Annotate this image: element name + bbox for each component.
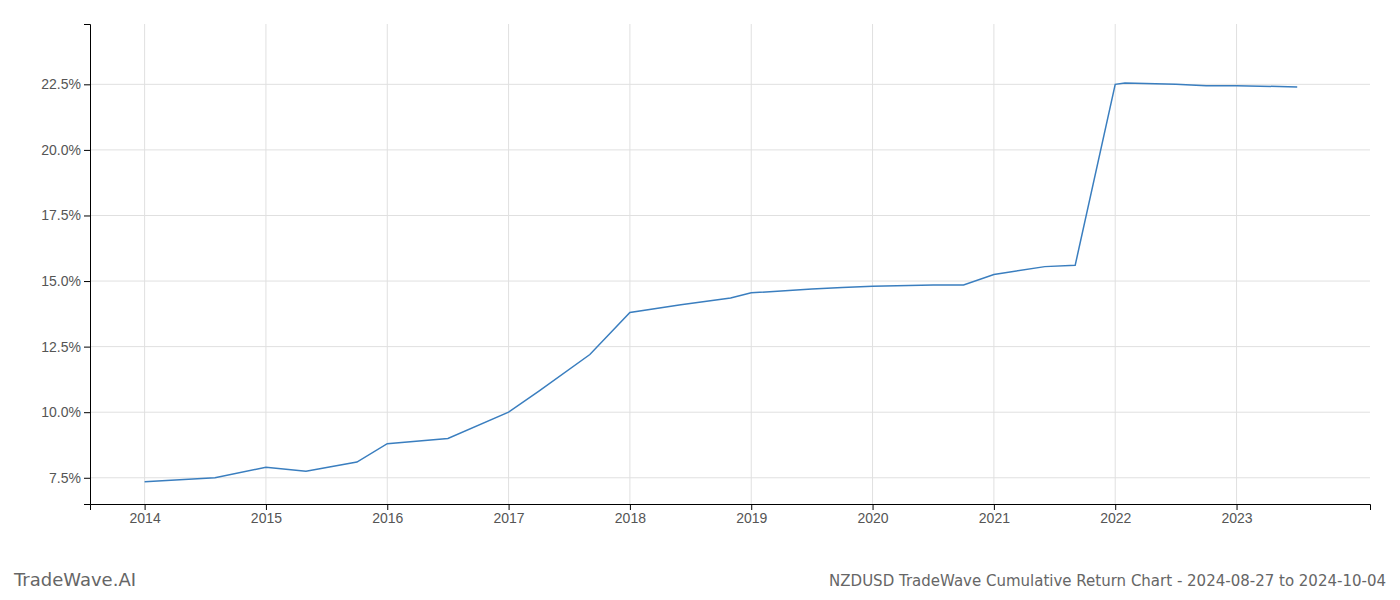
- y-grid-line: [90, 346, 1370, 347]
- y-tick-label: 22.5%: [41, 76, 81, 92]
- x-tick-label: 2022: [1100, 510, 1131, 526]
- chart: 2014 2015 2016 2017 2018 2019 2020 2021 2022 2023…: [0, 0, 1400, 600]
- x-grid-line: [872, 24, 873, 504]
- title: NZDUSD TradeWave Cumulative Return Chart…: [829, 572, 1386, 590]
- x-tick: 2014: [130, 504, 161, 526]
- y-grid-line: [90, 477, 1370, 478]
- x-tick-label: 2020: [857, 510, 888, 526]
- x-grid-line: [751, 24, 752, 504]
- y-tick: 10.0%: [41, 404, 90, 420]
- x-grid-line: [993, 24, 994, 504]
- y-tick: 7.5%: [49, 470, 90, 486]
- x-tick-label: 2017: [494, 510, 525, 526]
- background: [0, 0, 1400, 600]
- x-tick: 2016: [372, 504, 403, 526]
- x-grid-line: [1115, 24, 1116, 504]
- x-axis: 2014 2015 2016 2017 2018 2019 2020 2021 2022 2023: [91, 504, 1371, 526]
- x-grid-line: [629, 24, 630, 504]
- x-tick-label: 2021: [979, 510, 1010, 526]
- x-grid-line: [265, 24, 266, 504]
- x-grid-line: [508, 24, 509, 504]
- grid: [90, 24, 1370, 504]
- x-tick-label: 2023: [1221, 510, 1252, 526]
- x-tick: 2022: [1100, 504, 1131, 526]
- plot: 2014 2015 2016 2017 2018 2019 2020 2021 2022 2023…: [41, 24, 1370, 526]
- y-tick-label: 7.5%: [49, 470, 81, 486]
- y-tick-mark: [84, 347, 90, 348]
- x-tick: 2018: [615, 504, 646, 526]
- x-tick: 2021: [979, 504, 1010, 526]
- x-tick-label: 2018: [615, 510, 646, 526]
- x-tick-label: 2019: [736, 510, 767, 526]
- x-grid-line: [387, 24, 388, 504]
- y-tick: 17.5%: [41, 207, 90, 223]
- x-tick-label: 2015: [251, 510, 282, 526]
- x-tick: 2015: [251, 504, 282, 526]
- y-tick-mark: [84, 215, 90, 216]
- x-axis-line: [91, 505, 1371, 511]
- y-tick-label: 17.5%: [41, 207, 81, 223]
- y-grid-line: [90, 149, 1370, 150]
- y-tick-mark: [84, 281, 90, 282]
- x-tick: 2020: [857, 504, 888, 526]
- y-tick-mark: [84, 84, 90, 85]
- y-tick-mark: [84, 478, 90, 479]
- y-tick: 12.5%: [41, 339, 90, 355]
- y-tick-label: 15.0%: [41, 273, 81, 289]
- x-tick-label: 2016: [372, 510, 403, 526]
- y-grid-line: [90, 412, 1370, 413]
- watermark: TradeWave.AI: [13, 569, 136, 590]
- y-tick-mark: [84, 150, 90, 151]
- x-tick: 2017: [494, 504, 525, 526]
- y-axis: 7.5% 10.0% 12.5% 15.0% 17.5% 20.0% 22.5%: [41, 25, 90, 505]
- y-tick: 22.5%: [41, 76, 90, 92]
- y-grid-line: [90, 215, 1370, 216]
- y-tick-label: 10.0%: [41, 404, 81, 420]
- y-tick-mark: [84, 412, 90, 413]
- x-tick: 2019: [736, 504, 767, 526]
- line: [145, 83, 1298, 482]
- x-grid-line: [1236, 24, 1237, 504]
- y-grid-line: [90, 281, 1370, 282]
- y-tick-label: 12.5%: [41, 339, 81, 355]
- y-tick: 20.0%: [41, 142, 90, 158]
- x-tick: 2023: [1221, 504, 1252, 526]
- x-tick-label: 2014: [130, 510, 161, 526]
- x-grid-line: [144, 24, 145, 504]
- y-tick-label: 20.0%: [41, 142, 81, 158]
- y-tick: 15.0%: [41, 273, 90, 289]
- series: [145, 83, 1298, 482]
- y-axis-line: [84, 25, 91, 505]
